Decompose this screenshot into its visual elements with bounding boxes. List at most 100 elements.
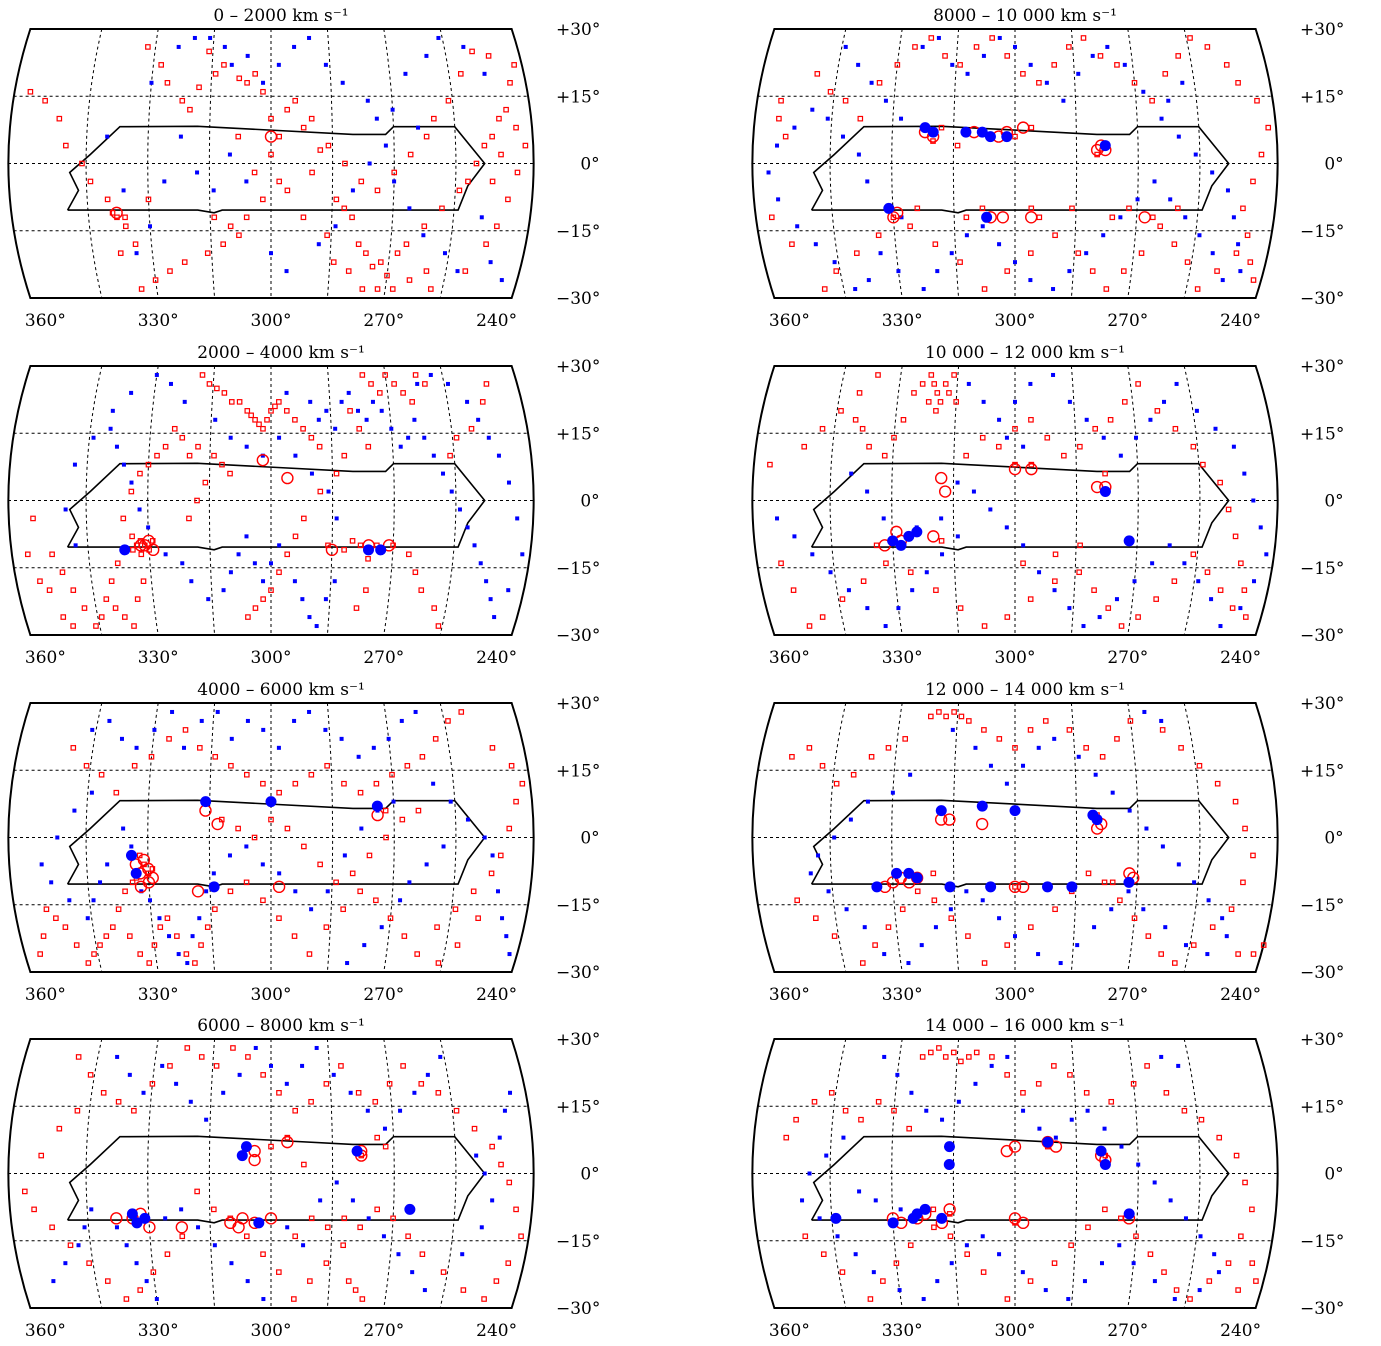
open-square-point: [1114, 736, 1120, 742]
open-square-point: [100, 1089, 107, 1096]
filled-circle-point: [976, 800, 988, 812]
open-square-point: [1153, 596, 1159, 602]
filled-square-point: [1101, 233, 1106, 238]
open-square-point: [1243, 614, 1249, 620]
filled-square-point: [366, 1216, 371, 1221]
open-square-point: [1028, 205, 1035, 212]
filled-square-point: [407, 206, 412, 211]
open-square-point: [489, 745, 496, 751]
survey-region-outline: [810, 462, 1230, 551]
open-square-point: [245, 1054, 251, 1060]
filled-square-point: [325, 889, 330, 894]
open-square-point: [383, 834, 389, 841]
open-square-point: [338, 1063, 344, 1069]
filled-square-point: [766, 170, 771, 175]
open-square-point: [53, 915, 59, 922]
filled-square-point: [1176, 134, 1181, 139]
open-square-point: [1198, 1116, 1205, 1123]
open-square-point: [373, 780, 380, 787]
open-square-point: [852, 417, 859, 423]
filled-square-point: [1084, 251, 1089, 256]
open-square-point: [291, 1296, 297, 1302]
filled-square-point: [323, 62, 328, 67]
filled-square-point: [1205, 952, 1210, 957]
open-square-point: [268, 816, 274, 823]
longitude-tick-label: 360°: [25, 311, 66, 331]
open-square-point: [284, 106, 291, 113]
filled-square-point: [1067, 606, 1072, 611]
open-square-point: [1175, 53, 1182, 59]
filled-square-point: [1117, 1243, 1122, 1248]
filled-square-point: [1067, 399, 1072, 404]
filled-square-point: [940, 552, 945, 557]
open-square-point: [308, 1215, 315, 1222]
open-square-point: [1099, 753, 1106, 760]
open-square-point: [833, 268, 840, 274]
open-square-point: [374, 1206, 380, 1213]
latitude-tick-label: −30°: [1300, 626, 1344, 646]
filled-square-point: [1013, 399, 1017, 404]
open-square-point: [1109, 879, 1116, 886]
open-square-point: [333, 470, 340, 477]
filled-square-point: [316, 242, 321, 247]
filled-square-point: [276, 745, 281, 750]
filled-square-point: [816, 853, 821, 858]
open-square-point: [1171, 578, 1178, 585]
open-square-point: [1107, 417, 1114, 423]
open-square-point: [1020, 1089, 1026, 1096]
open-square-point: [325, 542, 331, 549]
open-square-point: [943, 713, 949, 720]
filled-square-point: [906, 961, 911, 966]
filled-square-point: [1231, 444, 1236, 449]
open-square-point: [104, 1278, 111, 1284]
open-square-point: [228, 399, 235, 405]
open-square-point: [469, 48, 475, 55]
open-square-point: [389, 286, 396, 292]
open-square-point: [284, 408, 290, 414]
filled-circle-point: [1095, 1145, 1107, 1157]
open-square-point: [46, 587, 53, 593]
open-square-point: [819, 614, 826, 620]
open-square-point: [301, 843, 307, 850]
filled-square-point: [398, 444, 403, 449]
open-square-point: [340, 906, 346, 913]
filled-square-point: [1132, 579, 1137, 584]
meridian-grid-line: [326, 365, 334, 636]
filled-square-point: [221, 588, 226, 593]
open-square-point: [842, 1107, 849, 1114]
longitude-tick-label: 300°: [995, 311, 1036, 331]
open-square-point: [244, 1233, 250, 1240]
open-square-point: [462, 268, 469, 274]
open-square-point: [291, 933, 298, 939]
open-square-point: [154, 452, 160, 459]
filled-square-point: [245, 1279, 250, 1284]
filled-square-point: [1058, 961, 1063, 966]
filled-square-point: [832, 260, 837, 265]
open-square-point: [838, 408, 844, 414]
open-square-point: [981, 727, 987, 733]
open-square-point: [213, 1063, 220, 1069]
open-square-point: [511, 62, 517, 68]
filled-square-point: [379, 925, 384, 930]
open-square-point: [317, 488, 324, 495]
open-square-point: [230, 1045, 236, 1051]
filled-square-point: [134, 745, 139, 750]
filled-square-point: [188, 1099, 193, 1104]
longitude-tick-label: 300°: [995, 1321, 1036, 1341]
filled-square-point: [206, 597, 211, 602]
open-square-point: [1138, 250, 1145, 256]
panel-title: 12 000 – 14 000 km s⁻¹: [925, 680, 1125, 700]
open-square-point: [1012, 425, 1018, 432]
filled-square-point: [506, 588, 511, 593]
open-square-point: [129, 533, 135, 540]
open-square-point: [382, 807, 389, 814]
filled-square-point: [1004, 525, 1009, 530]
filled-square-point: [1152, 1180, 1157, 1185]
filled-square-point: [1224, 934, 1229, 939]
latitude-tick-label: +30°: [556, 20, 600, 40]
filled-square-point: [497, 1135, 502, 1140]
filled-square-point: [129, 390, 134, 395]
open-square-point: [357, 888, 363, 895]
latitude-tick-label: −30°: [556, 1299, 600, 1319]
open-square-point: [932, 241, 939, 248]
